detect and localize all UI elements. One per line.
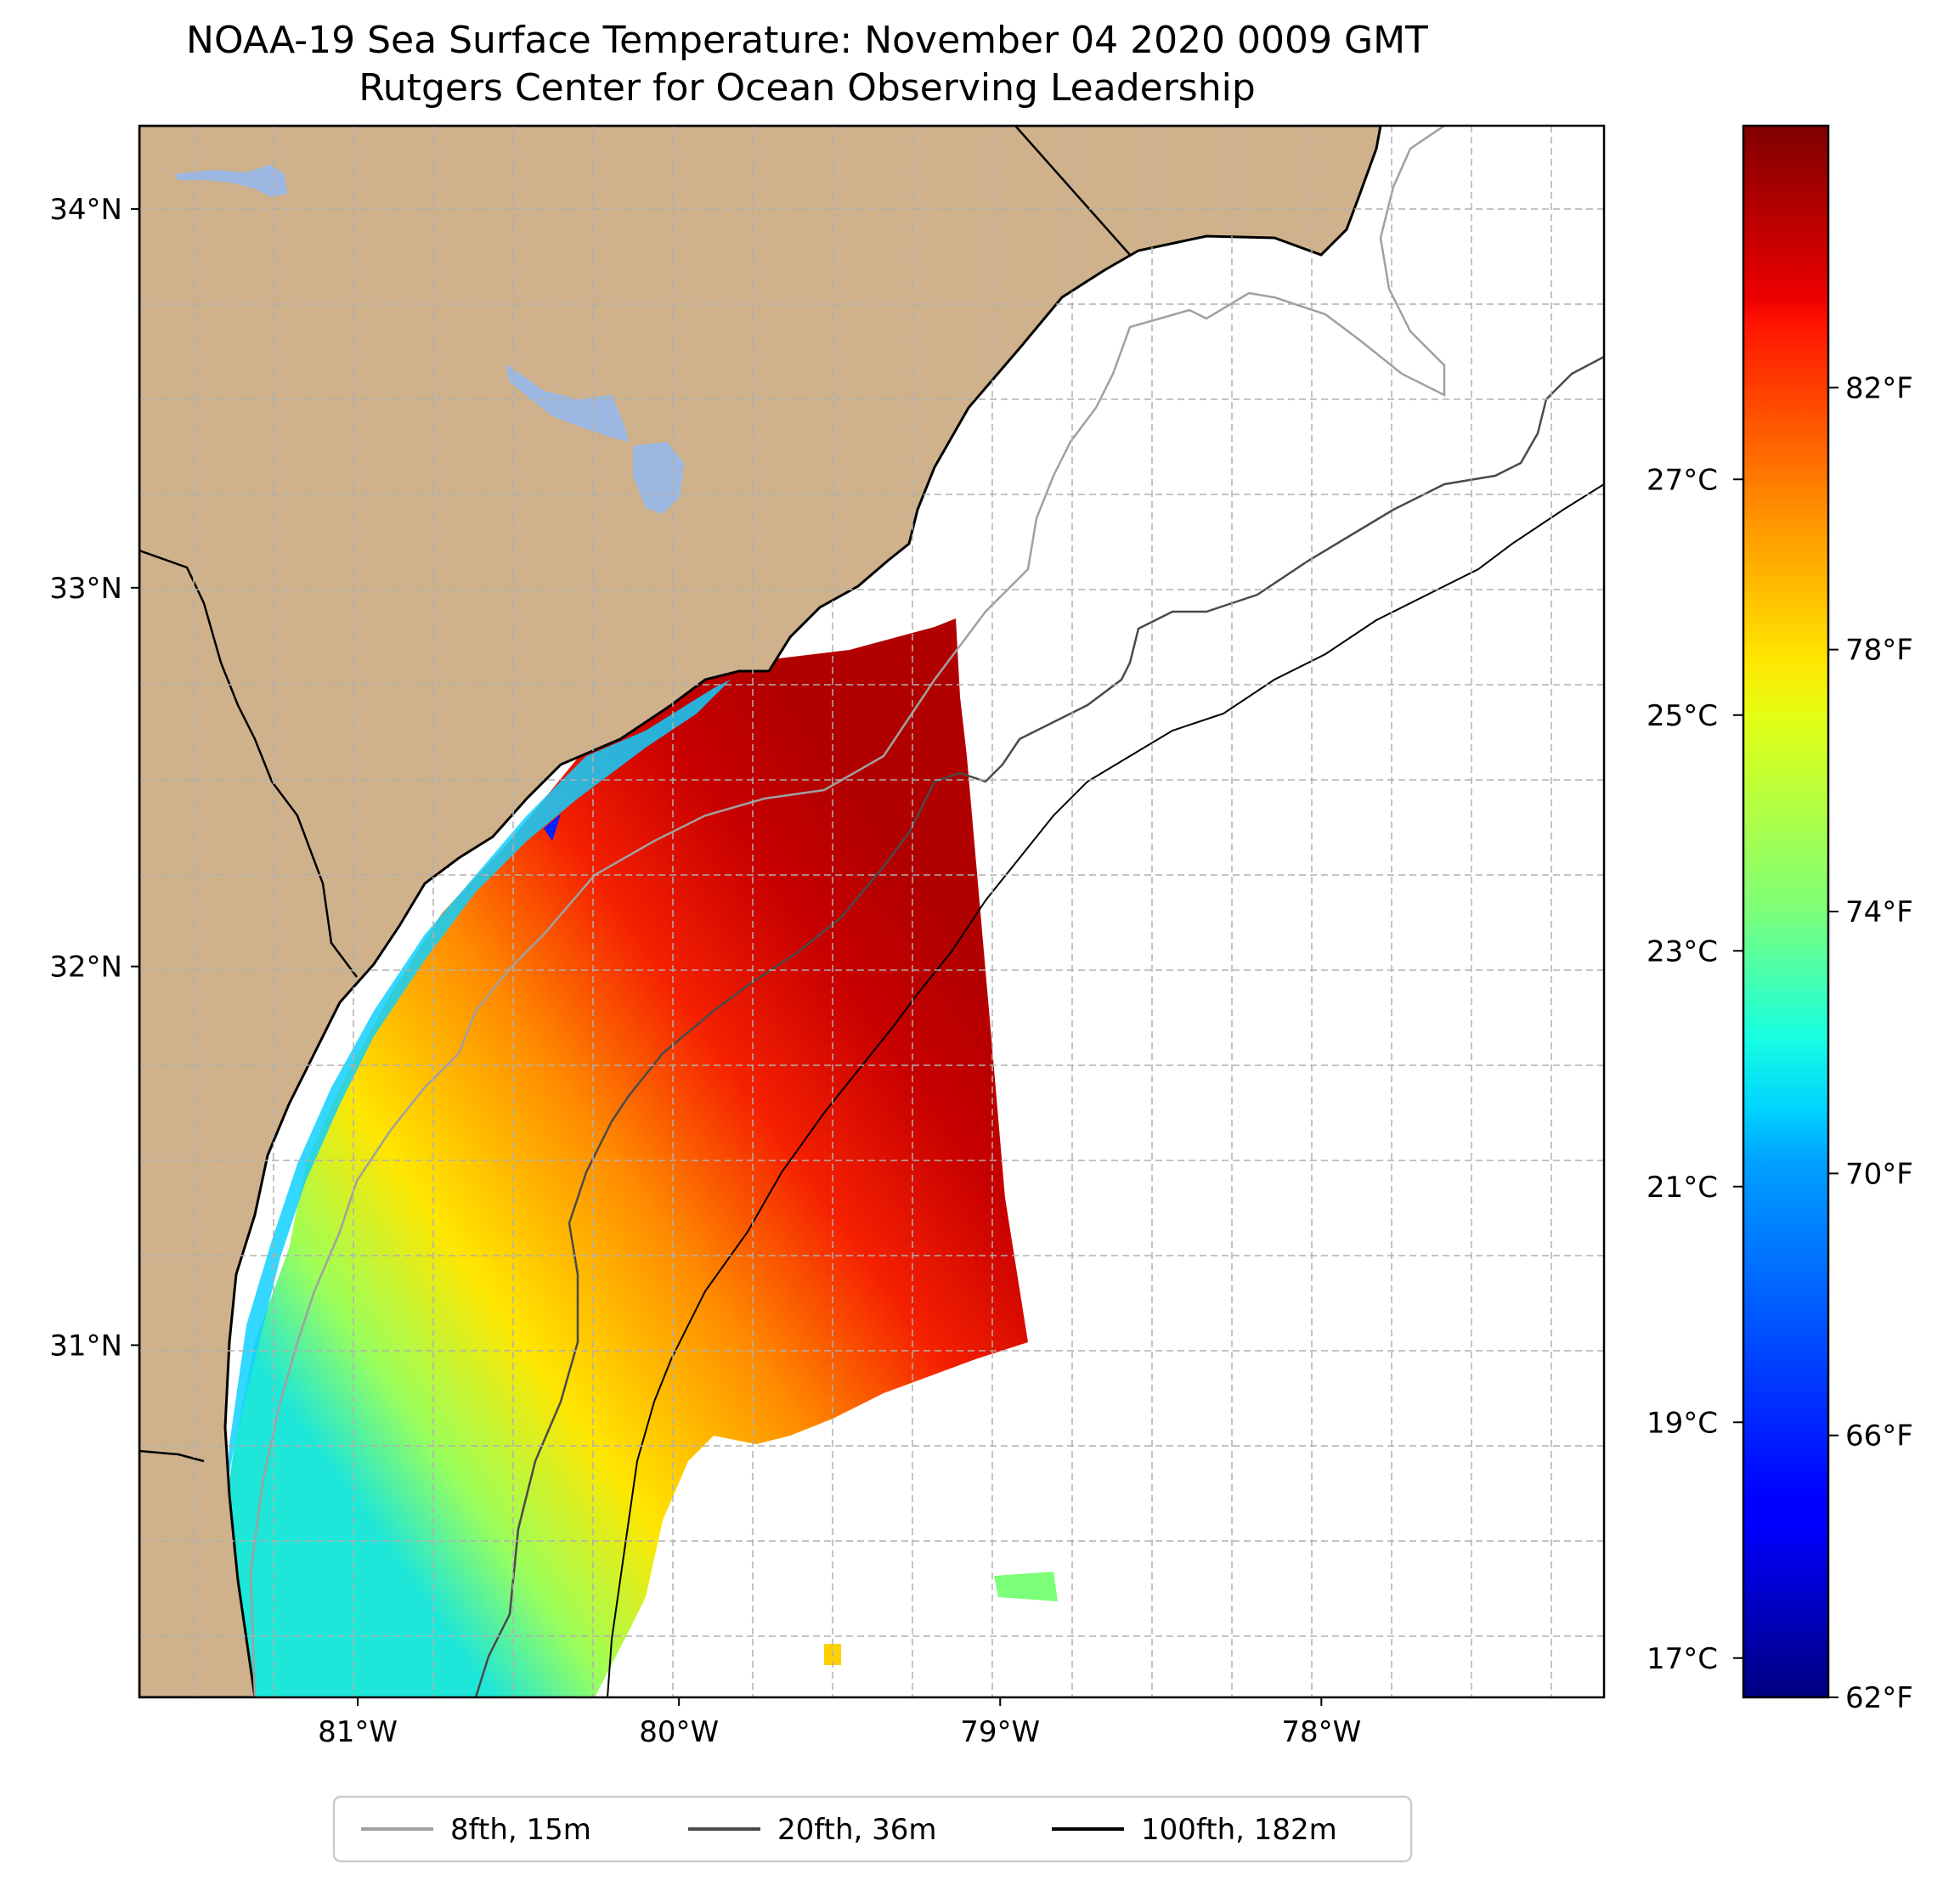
map-subtitle: Rutgers Center for Ocean Observing Leade…: [359, 66, 1256, 110]
f-tick-label: 82°F: [1845, 371, 1913, 405]
f-tick-label: 70°F: [1845, 1157, 1913, 1191]
lat-tick-label: 31°N: [49, 1329, 122, 1363]
map-title: NOAA-19 Sea Surface Temperature: Novembe…: [186, 19, 1428, 62]
colorbar-gradient: [1742, 124, 1830, 1699]
colorbar: 82°F 78°F 74°F 70°F 66°F 62°F 27°C 25°C 23°C 21°…: [1647, 124, 1913, 1715]
reservoir-north: [174, 165, 287, 197]
f-tick-label: 74°F: [1845, 895, 1913, 929]
colorbar-fahrenheit-axis: 82°F 78°F 74°F 70°F 66°F 62°F: [1828, 371, 1913, 1715]
lat-tick-label: 34°N: [49, 193, 122, 227]
c-tick-label: 17°C: [1647, 1642, 1718, 1676]
lake-marion: [506, 364, 629, 442]
contour-100fth: [607, 483, 1604, 1697]
f-tick-label: 62°F: [1845, 1681, 1913, 1715]
longitude-axis: 81°W 80°W 79°W 78°W: [318, 1697, 1361, 1749]
legend-label: 20fth, 36m: [777, 1813, 937, 1847]
state-border: [1014, 126, 1131, 256]
bathymetry-contours: [249, 126, 1604, 1697]
c-tick-label: 23°C: [1647, 934, 1718, 968]
c-tick-label: 27°C: [1647, 463, 1718, 497]
fl-ga-border: [139, 1449, 205, 1463]
legend: 8fth, 15m 20fth, 36m 100fth, 182m: [332, 1795, 1413, 1863]
land: [139, 126, 1382, 1697]
legend-label: 8fth, 15m: [450, 1813, 591, 1847]
map-panel: [139, 126, 1604, 1697]
c-tick-label: 21°C: [1647, 1171, 1718, 1205]
c-tick-label: 25°C: [1647, 699, 1718, 733]
contour-8fth: [249, 126, 1446, 1697]
lat-tick-label: 32°N: [49, 951, 122, 985]
lon-tick-label: 79°W: [960, 1715, 1040, 1749]
latitude-axis: 34°N 33°N 32°N 31°N: [49, 193, 139, 1363]
c-tick-label: 19°C: [1647, 1406, 1718, 1440]
colorbar-celsius-axis: 27°C 25°C 23°C 21°C 19°C 17°C: [1647, 463, 1743, 1676]
lat-tick-label: 33°N: [49, 572, 122, 606]
f-tick-label: 66°F: [1845, 1420, 1913, 1454]
f-tick-label: 78°F: [1845, 634, 1913, 668]
contour-20fth: [474, 355, 1604, 1697]
map-frame: [138, 124, 1606, 1699]
lon-tick-label: 78°W: [1281, 1715, 1361, 1749]
lon-tick-label: 80°W: [639, 1715, 719, 1749]
lon-tick-label: 81°W: [318, 1715, 398, 1749]
river-border: [139, 549, 358, 978]
legend-box: [332, 1795, 1413, 1863]
lake-moultrie: [633, 442, 684, 514]
gridlines: [139, 126, 1604, 1697]
legend-label: 100fth, 182m: [1141, 1813, 1337, 1847]
